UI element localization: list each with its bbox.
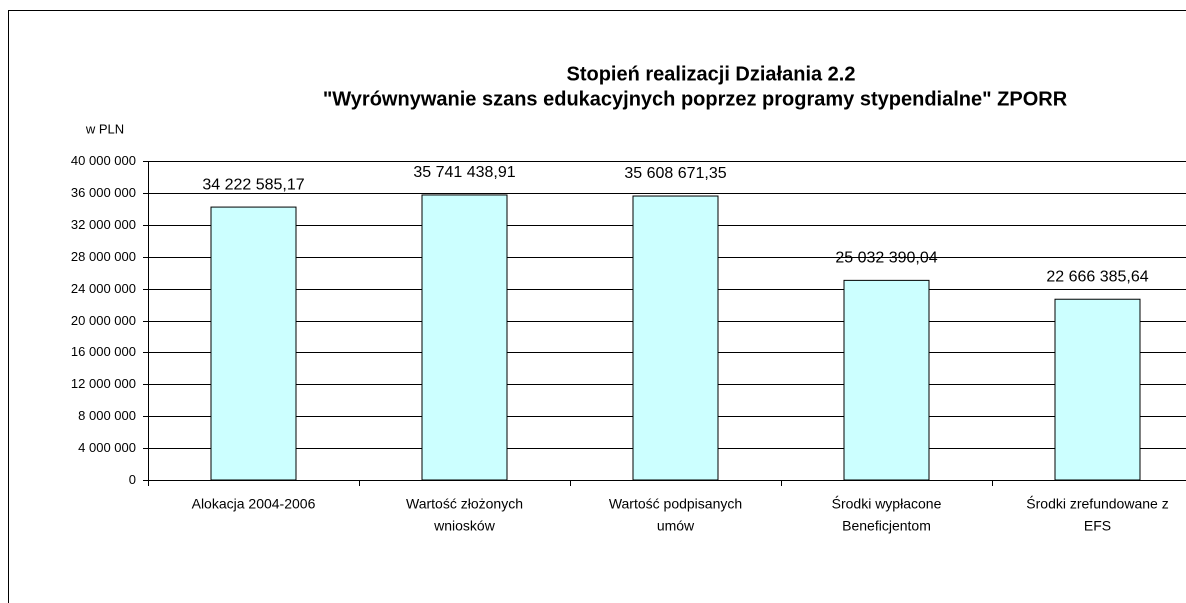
x-tick-label: Środki wypłacone xyxy=(832,495,942,512)
value-label: 25 032 390,04 xyxy=(835,250,937,267)
bar xyxy=(421,194,508,481)
bar xyxy=(210,206,297,481)
x-tick-label: umów xyxy=(657,518,695,534)
y-tick-label: 36 000 000 xyxy=(71,185,136,200)
x-tick-label: EFS xyxy=(1084,518,1111,534)
y-tick-label: 20 000 000 xyxy=(71,313,136,328)
bar xyxy=(843,279,930,481)
x-tick-label: Środki zrefundowane z xyxy=(1026,495,1168,512)
value-label: 34 222 585,17 xyxy=(202,176,304,193)
y-tick-label: 24 000 000 xyxy=(71,281,136,296)
value-label: 35 608 671,35 xyxy=(624,165,726,182)
chart-title: "Wyrównywanie szans edukacyjnych poprzez… xyxy=(323,88,1068,110)
y-tick-label: 4 000 000 xyxy=(78,440,136,455)
bar xyxy=(1054,298,1141,481)
value-label: 22 666 385,64 xyxy=(1046,268,1148,285)
y-tick-label: 8 000 000 xyxy=(78,408,136,423)
x-tick-label: wniosków xyxy=(433,518,496,534)
y-tick-label: 40 000 000 xyxy=(71,153,136,168)
y-tick-label: 16 000 000 xyxy=(71,344,136,359)
x-tick-label: Wartość złożonych xyxy=(406,496,523,512)
x-tick-label: Alokacja 2004-2006 xyxy=(192,496,316,512)
bar xyxy=(632,195,719,481)
x-tick-label: Beneficjentom xyxy=(842,518,931,534)
y-axis-label: w PLN xyxy=(85,121,124,136)
y-tick-label: 28 000 000 xyxy=(71,249,136,264)
chart-border xyxy=(8,10,1186,603)
y-tick-label: 12 000 000 xyxy=(71,376,136,391)
y-tick-label: 0 xyxy=(129,472,136,487)
chart-title: Stopień realizacji Działania 2.2 xyxy=(566,63,855,85)
value-label: 35 741 438,91 xyxy=(413,164,515,181)
x-tick-label: Wartość podpisanych xyxy=(609,496,742,512)
y-tick-label: 32 000 000 xyxy=(71,217,136,232)
